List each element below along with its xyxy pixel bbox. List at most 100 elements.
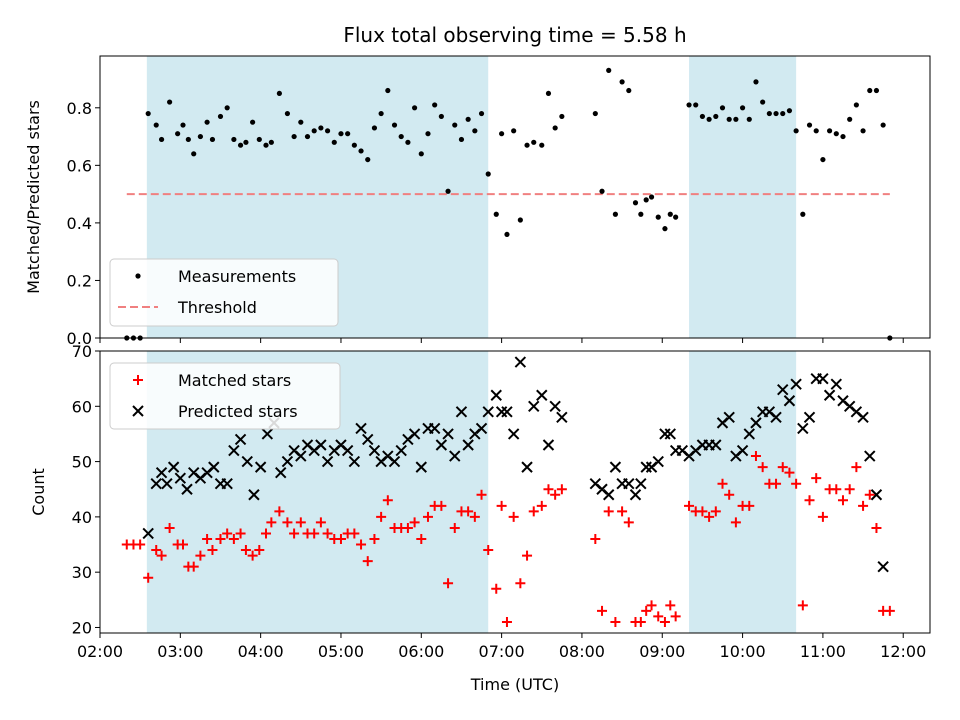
data-point-matched: [610, 616, 621, 627]
data-point-matched: [871, 522, 882, 533]
data-point-matched: [289, 528, 300, 539]
data-point-matched: [496, 500, 507, 511]
data-point-predicted: [864, 450, 876, 462]
data-point-measurement: [231, 136, 237, 143]
data-point-matched: [135, 539, 146, 550]
data-point-measurement: [398, 133, 404, 140]
data-point-predicted: [652, 455, 664, 468]
data-point-matched: [349, 528, 360, 539]
data-point-predicted: [710, 439, 722, 451]
data-point-measurement: [268, 139, 274, 145]
axes-frame: [99, 55, 931, 339]
data-point-matched: [356, 539, 367, 550]
data-point-matched: [858, 500, 869, 511]
data-point-measurement: [250, 119, 256, 125]
data-point-predicted: [823, 389, 836, 401]
x-tick-label: 10:00: [720, 642, 766, 661]
data-point-predicted: [817, 372, 829, 385]
data-point-predicted: [549, 400, 561, 413]
data-point-matched: [635, 616, 646, 627]
data-point-measurement: [180, 122, 186, 128]
legend-label: Predicted stars: [178, 402, 298, 421]
y-tick-label: 0.8: [67, 99, 92, 118]
data-point-predicted: [388, 455, 401, 468]
data-point-measurement: [800, 211, 806, 217]
data-point-measurement: [391, 122, 398, 128]
data-point-matched: [837, 495, 848, 506]
data-point-measurement: [358, 148, 364, 154]
data-point-measurement: [324, 128, 331, 134]
data-point-measurement: [209, 136, 216, 143]
data-point-matched: [864, 489, 875, 500]
data-point-matched: [717, 478, 728, 489]
data-point-matched: [261, 528, 271, 539]
data-point-measurement: [418, 151, 424, 157]
data-point-matched: [791, 478, 802, 489]
data-point-measurement: [746, 116, 752, 122]
data-point-measurement: [873, 87, 880, 94]
data-point-measurement: [478, 110, 485, 117]
data-point-matched: [443, 578, 454, 589]
data-point-predicted: [254, 461, 267, 473]
x-tick-label: 02:00: [77, 642, 123, 661]
data-point-predicted: [501, 406, 513, 418]
data-point-matched: [501, 616, 512, 627]
data-point-predicted: [877, 560, 889, 573]
data-point-matched: [228, 534, 239, 544]
data-point-predicted: [295, 450, 307, 462]
y-tick-label: 0.4: [67, 214, 92, 233]
data-point-measurement: [524, 142, 530, 148]
data-point-predicted: [830, 378, 842, 390]
data-point-matched: [771, 478, 782, 489]
legend-label: Threshold: [177, 298, 257, 317]
data-point-matched: [653, 611, 664, 622]
data-point-measurement: [686, 102, 692, 108]
data-point-predicted: [348, 455, 361, 468]
data-point-measurement: [880, 122, 886, 128]
x-tick-label: 08:00: [559, 642, 605, 661]
data-point-measurement: [145, 110, 151, 117]
data-point-matched: [254, 545, 265, 556]
data-point-measurement: [592, 110, 598, 117]
data-point-measurement: [304, 133, 311, 140]
data-point-matched: [207, 545, 218, 556]
data-point-measurement: [331, 139, 337, 145]
data-point-matched: [684, 500, 695, 511]
data-point-predicted: [395, 444, 407, 457]
data-point-matched: [623, 517, 634, 528]
data-point-measurement: [847, 116, 853, 122]
data-point-predicted: [790, 378, 802, 390]
data-point-matched: [710, 506, 721, 517]
data-point-matched: [240, 545, 251, 556]
data-point-matched: [757, 462, 768, 473]
data-point-measurement: [813, 128, 819, 134]
data-point-measurement: [667, 211, 673, 217]
data-point-matched: [797, 600, 808, 611]
legend-box: [109, 258, 339, 327]
data-point-measurement: [345, 131, 351, 137]
data-point-matched: [597, 605, 608, 616]
data-point-measurement: [452, 122, 458, 128]
legend-marker-predicted: [132, 405, 144, 417]
data-point-measurement: [853, 102, 859, 108]
data-point-measurement: [284, 110, 291, 117]
data-point-measurement: [833, 131, 839, 137]
data-point-measurement: [806, 122, 813, 128]
data-point-matched: [369, 534, 380, 544]
data-point-measurement: [432, 102, 438, 108]
data-point-matched: [724, 489, 735, 500]
data-point-measurement: [826, 128, 833, 134]
data-point-predicted: [321, 455, 334, 468]
data-point-measurement: [699, 113, 706, 120]
data-point-measurement: [204, 119, 210, 125]
data-point-predicted: [415, 461, 427, 473]
data-point-measurement: [860, 128, 866, 134]
data-point-predicted: [609, 461, 622, 473]
y-tick-label: 70: [72, 342, 92, 361]
x-tick-label: 04:00: [238, 642, 284, 661]
data-point-measurement: [786, 108, 793, 114]
data-point-matched: [151, 545, 162, 556]
data-point-predicted: [228, 444, 240, 457]
data-point-matched: [784, 467, 795, 478]
data-point-measurement: [405, 139, 411, 145]
